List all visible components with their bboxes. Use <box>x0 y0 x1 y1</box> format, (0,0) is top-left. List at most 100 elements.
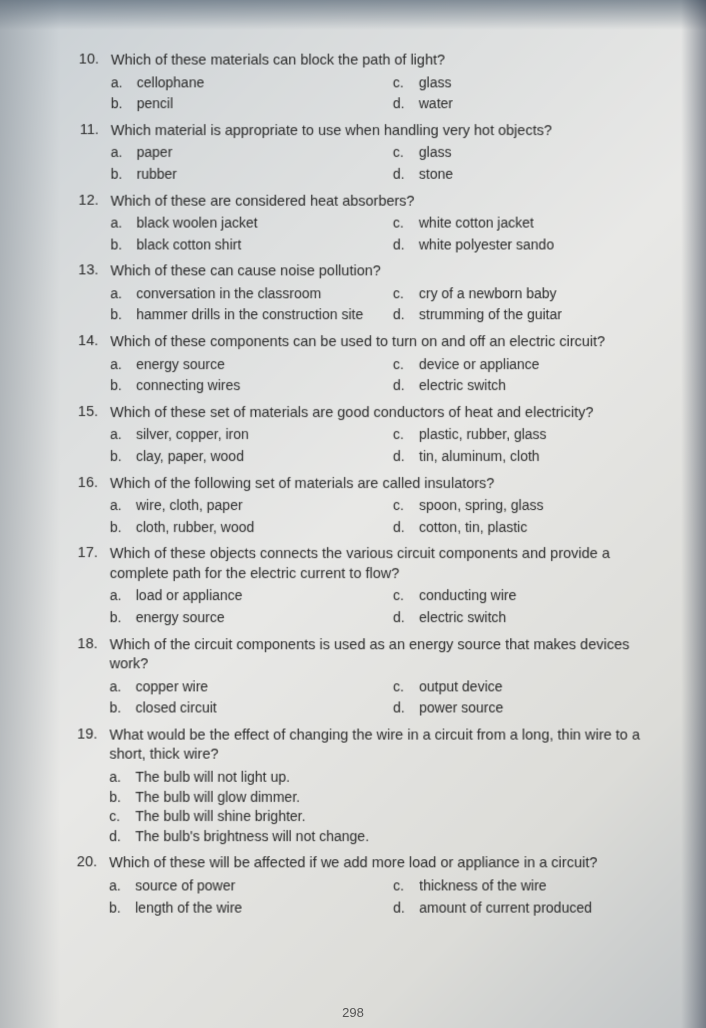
option: c. white cotton jacket <box>393 214 655 234</box>
option-letter: b. <box>110 608 126 628</box>
option-letter: a. <box>110 425 126 445</box>
question-number: 16. <box>70 474 98 490</box>
option: c. glass <box>393 143 655 162</box>
option: c.spoon, spring, glass <box>393 496 656 516</box>
options-container: a.wire, cloth, paperc.spoon, spring, gla… <box>110 496 656 537</box>
option-text: black woolen jacket <box>136 214 373 234</box>
question-text: What would be the effect of changing the… <box>109 726 656 765</box>
option-letter: c. <box>393 496 409 516</box>
option: b.energy source <box>110 608 373 628</box>
option-text: tin, aluminum, cloth <box>419 447 656 467</box>
question-text: Which of these components can be used to… <box>110 333 655 353</box>
option-letter: d. <box>393 608 409 628</box>
question: 14. Which of these components can be used… <box>70 333 656 396</box>
option: a.paper <box>111 143 373 162</box>
option: b.connecting wires <box>110 376 373 396</box>
option-letter: c. <box>393 425 409 445</box>
question-text: Which of these will be affected if we ad… <box>109 855 657 875</box>
option-text: electric switch <box>419 376 656 396</box>
question-number: 18. <box>70 636 98 652</box>
option-text: water <box>419 94 655 113</box>
option: c.thickness of the wire <box>393 876 657 896</box>
option-letter: c. <box>393 73 409 92</box>
option-text: white polyester sando <box>419 235 656 255</box>
option: d.The bulb's brightness will not change. <box>109 827 657 847</box>
question-row: 17.Which of these objects connects the v… <box>70 545 657 584</box>
option: b.The bulb will glow dimmer. <box>109 787 657 807</box>
option-letter: d. <box>393 165 409 184</box>
question-number: 20. <box>69 855 97 871</box>
options-container: a.copper wirec.output deviceb.closed cir… <box>109 677 656 718</box>
question-row: 20. Which of these will be affected if we… <box>69 855 657 875</box>
option: b.cloth, rubber, wood <box>110 518 373 538</box>
option-text: glass <box>419 143 655 162</box>
option: c. device or appliance <box>393 355 656 375</box>
option-text: copper wire <box>136 677 373 697</box>
option: d.amount of current produced <box>393 898 657 918</box>
option: c.The bulb will shine brighter. <box>109 807 657 827</box>
question-number: 14. <box>70 333 98 349</box>
option-text: device or appliance <box>419 355 656 375</box>
option-text: strumming of the guitar <box>419 306 656 326</box>
question-row: 14. Which of these components can be used… <box>70 333 655 353</box>
option: a. black woolen jacket <box>111 214 373 234</box>
option: a.silver, copper, iron <box>110 425 373 445</box>
question-row: 18.Which of the circuit components is us… <box>69 636 656 675</box>
options-container: a.conversation in the classroomc.cry of … <box>110 284 655 325</box>
option: c. glass <box>393 73 655 92</box>
option-text: conversation in the classroom <box>136 284 373 304</box>
question-row: 15. Which of these set of materials are g… <box>70 404 656 424</box>
option: b.closed circuit <box>109 699 373 719</box>
option: b.length of the wire <box>109 898 373 918</box>
option-text: black cotton shirt <box>136 235 373 255</box>
question-row: 11.Which material is appropriate to use … <box>71 122 655 141</box>
option: a.source of power <box>109 876 373 896</box>
option-text: glass <box>419 73 655 92</box>
option-letter: c. <box>393 355 409 375</box>
options-container: a. black woolen jacket c. white cotton jack… <box>110 214 655 255</box>
option-letter: b. <box>110 376 126 396</box>
option-text: energy source <box>136 355 373 375</box>
option-letter: a. <box>111 214 127 234</box>
option-letter: b. <box>110 518 126 538</box>
option-text: source of power <box>135 876 373 896</box>
question-row: 10.Which of these materials can block th… <box>71 52 655 71</box>
option: d.water <box>393 94 655 113</box>
option-letter: d. <box>393 699 409 719</box>
question-text: Which of these set of materials are good… <box>110 404 656 424</box>
option: d.stone <box>393 165 655 184</box>
question: 20. Which of these will be affected if we… <box>69 855 657 918</box>
option-letter: b. <box>110 447 126 467</box>
option-letter: c. <box>393 214 409 234</box>
option: a.load or appliance <box>110 586 373 606</box>
option-letter: d. <box>393 235 409 255</box>
option: b. clay, paper, wood <box>110 447 373 467</box>
option: a. energy source <box>110 355 373 375</box>
option-text: load or appliance <box>136 586 373 606</box>
option-text: closed circuit <box>136 699 374 719</box>
question-number: 15. <box>70 404 98 420</box>
option-text: cry of a newborn baby <box>419 284 656 304</box>
question: 15. Which of these set of materials are g… <box>70 404 656 467</box>
question: 12.Which of these are considered heat ab… <box>71 192 656 254</box>
question: 11.Which material is appropriate to use … <box>71 122 656 184</box>
option: b.pencil <box>111 94 373 113</box>
option-text: white cotton jacket <box>419 214 656 234</box>
option-text: length of the wire <box>135 898 373 918</box>
option-letter: c. <box>393 143 409 162</box>
option-text: clay, paper, wood <box>136 447 373 467</box>
option-letter: a. <box>110 496 126 516</box>
option: a.cellophane <box>111 73 373 92</box>
question-text: Which of these objects connects the vari… <box>110 545 657 584</box>
option: d.electric switch <box>393 376 656 396</box>
options-container: a.load or appliancec.conducting wireb.en… <box>110 586 657 627</box>
option-letter: a. <box>110 355 126 375</box>
option-letter: b. <box>111 94 127 113</box>
question: 17.Which of these objects connects the v… <box>70 545 657 627</box>
option: c.cry of a newborn baby <box>393 284 656 304</box>
question: 13.Which of these can cause noise pollut… <box>70 263 655 326</box>
question-row: 16.Which of the following set of materia… <box>70 474 656 494</box>
option-text: The bulb will glow dimmer. <box>135 787 657 807</box>
page-number: 298 <box>342 1005 364 1020</box>
option-text: The bulb will not light up. <box>135 768 656 788</box>
